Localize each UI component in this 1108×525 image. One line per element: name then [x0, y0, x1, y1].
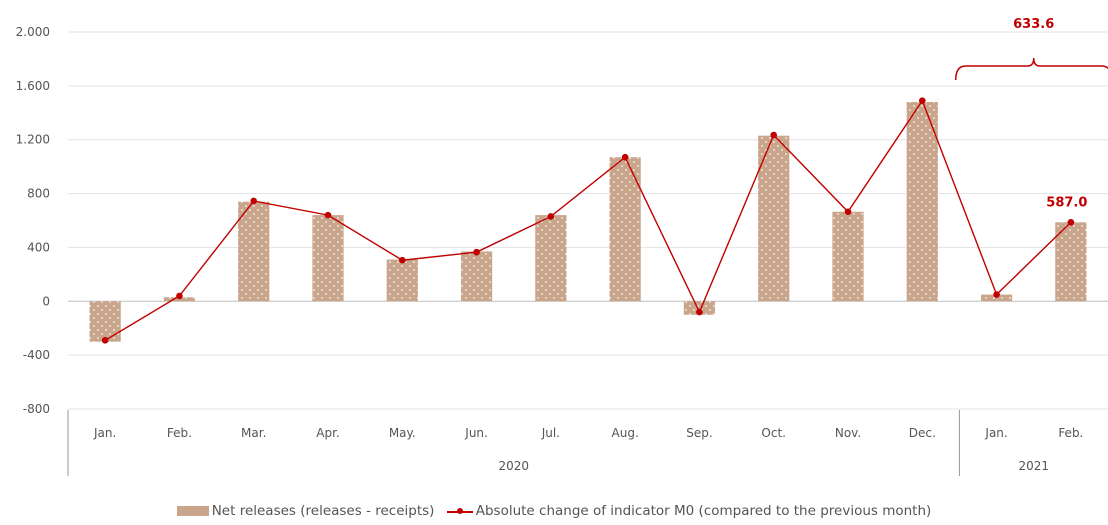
x-tick-label: Oct. — [761, 426, 786, 440]
y-tick-label: 800 — [27, 187, 50, 201]
x-group-label: 2021 — [1018, 459, 1049, 473]
bar — [1055, 222, 1087, 302]
line-point — [1067, 218, 1075, 226]
line-point — [398, 256, 406, 264]
bar — [460, 251, 493, 302]
x-axis: Jan. Feb. Mar. Apr. May. Jun. Jul. Aug. Sep. Oct.… — [67, 410, 1083, 476]
bar — [980, 294, 1013, 302]
line-point — [621, 153, 629, 161]
gridlines — [68, 31, 1108, 410]
x-tick-label: Mar. — [241, 426, 266, 440]
x-tick-label: Nov. — [835, 426, 861, 440]
y-tick-label: 2.000 — [16, 25, 50, 39]
bar — [312, 215, 344, 302]
series-line — [104, 99, 1072, 341]
data-label: 587.0 — [1046, 195, 1087, 210]
x-tick-label: Dec. — [909, 426, 936, 440]
bar-series — [89, 102, 1087, 342]
line-point — [770, 131, 778, 139]
bar — [906, 102, 938, 302]
bar — [89, 301, 121, 342]
x-tick-label: Feb. — [167, 426, 192, 440]
legend-swatch-line — [446, 506, 473, 516]
bar — [683, 301, 716, 315]
bar — [163, 297, 196, 302]
x-tick-label: Jan. — [984, 426, 1007, 440]
bar — [238, 201, 270, 302]
line-point — [176, 292, 183, 300]
line-point — [547, 213, 555, 220]
bar — [535, 215, 567, 302]
x-group-label: 2020 — [498, 459, 529, 473]
line-point — [844, 208, 852, 216]
x-tick-label: Sep. — [686, 426, 712, 440]
x-tick-label: May. — [389, 426, 416, 440]
x-tick-label: Feb. — [1058, 426, 1083, 440]
x-tick-label: Jul. — [541, 426, 560, 440]
line-point — [696, 308, 703, 316]
legend-label-bars: Net releases (releases - receipts) — [211, 503, 435, 519]
chart: -800 -400 0 400 800 1.200 1.600 2.000 Jan. Feb. M… — [16, 17, 1108, 476]
annotations: 633.6 587.0 — [954, 17, 1108, 210]
bracket-annotation — [954, 57, 1108, 81]
legend-label-line: Absolute change of indicator M0 (compare… — [475, 503, 932, 519]
y-tick-label: -800 — [23, 402, 50, 416]
bar — [386, 259, 418, 302]
x-tick-label: Jun. — [464, 426, 488, 440]
line-point — [101, 337, 109, 344]
legend-swatch-bars — [176, 506, 209, 516]
line-point — [250, 197, 258, 205]
bar — [609, 157, 641, 302]
x-tick-label: Aug. — [612, 426, 639, 440]
bar — [758, 135, 790, 302]
x-tick-label: Jan. — [93, 426, 116, 440]
line-point — [324, 211, 332, 219]
y-tick-label: 400 — [27, 240, 50, 254]
y-tick-label: 1.200 — [16, 133, 50, 147]
y-tick-label: 1.600 — [16, 79, 50, 93]
x-tick-label: Apr. — [316, 426, 339, 440]
line-point — [473, 248, 480, 256]
legend-item-bars: Net releases (releases - receipts) — [176, 503, 435, 519]
y-tick-label: -400 — [23, 348, 50, 362]
line-point — [993, 291, 1000, 298]
bar — [832, 211, 864, 302]
line-point — [918, 97, 926, 104]
y-tick-label: 0 — [42, 294, 50, 308]
y-axis-ticks: -800 -400 0 400 800 1.200 1.600 2.000 — [16, 25, 50, 416]
legend-item-line: Absolute change of indicator M0 (compare… — [446, 503, 932, 519]
legend: Net releases (releases - receipts) Absol… — [0, 503, 1108, 520]
bracket-annotation-label: 633.6 — [1013, 17, 1054, 32]
line-series — [101, 97, 1075, 344]
